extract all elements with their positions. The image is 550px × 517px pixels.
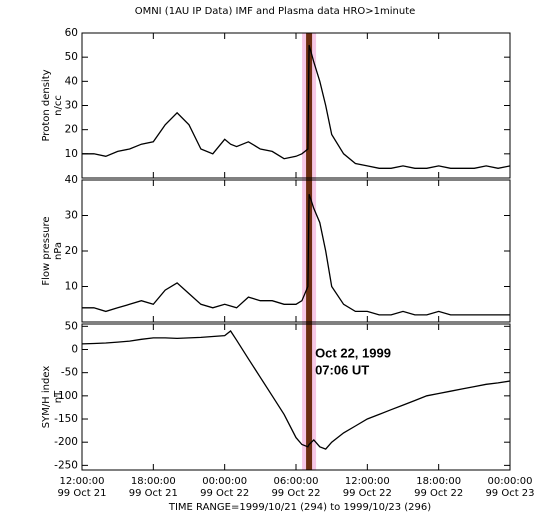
y-tick-label: 10 xyxy=(65,148,78,160)
x-tick-label: 99 Oct 22 xyxy=(414,488,463,499)
chart-title: OMNI (1AU IP Data) IMF and Plasma data H… xyxy=(135,6,416,17)
y-axis-label: nPa xyxy=(53,242,64,260)
y-tick-label: 20 xyxy=(65,124,78,136)
x-tick-label: 12:00:00 xyxy=(345,476,390,487)
x-tick-label: 18:00:00 xyxy=(416,476,461,487)
time-range: TIME RANGE=1999/10/21 (294) to 1999/10/2… xyxy=(168,502,431,513)
y-tick-label: -50 xyxy=(61,367,78,379)
y-tick-label: -250 xyxy=(54,459,78,471)
panel-frame xyxy=(81,323,511,471)
y-tick-label: 50 xyxy=(65,51,78,63)
y-axis-label: Proton density xyxy=(41,69,52,141)
y-tick-label: 40 xyxy=(65,75,78,87)
y-tick-label: 40 xyxy=(65,174,78,186)
x-tick-label: 99 Oct 22 xyxy=(343,488,392,499)
x-tick-label: 99 Oct 21 xyxy=(57,488,106,499)
annotation: Oct 22, 1999 xyxy=(315,345,391,360)
event-bar xyxy=(306,33,313,470)
y-tick-label: 10 xyxy=(65,281,78,293)
panel-frame xyxy=(81,179,511,323)
x-tick-label: 00:00:00 xyxy=(488,476,533,487)
x-tick-label: 18:00:00 xyxy=(131,476,176,487)
x-tick-label: 99 Oct 22 xyxy=(200,488,249,499)
x-tick-label: 12:00:00 xyxy=(60,476,105,487)
y-axis-label: Flow pressure xyxy=(41,216,52,285)
x-tick-label: 06:00:00 xyxy=(274,476,319,487)
y-tick-label: 30 xyxy=(65,210,78,222)
x-tick-label: 00:00:00 xyxy=(202,476,247,487)
y-axis-label: nT xyxy=(53,390,64,403)
y-axis-label: n/cc xyxy=(53,95,64,116)
y-tick-label: -100 xyxy=(54,390,78,402)
x-tick-label: 99 Oct 22 xyxy=(271,488,320,499)
x-tick-label: 99 Oct 21 xyxy=(129,488,178,499)
y-tick-label: 50 xyxy=(65,320,78,332)
annotation: 07:06 UT xyxy=(315,362,369,377)
y-tick-label: -150 xyxy=(54,413,78,425)
data-line xyxy=(82,193,510,316)
y-axis-label: SYM/H index xyxy=(41,366,52,429)
data-line xyxy=(82,44,511,169)
y-tick-label: -200 xyxy=(54,436,78,448)
y-tick-label: 60 xyxy=(65,27,78,39)
y-tick-label: 20 xyxy=(65,245,78,257)
y-tick-label: 30 xyxy=(65,100,78,112)
data-line xyxy=(81,330,511,450)
x-tick-label: 99 Oct 23 xyxy=(485,488,534,499)
y-tick-label: 0 xyxy=(71,343,78,355)
